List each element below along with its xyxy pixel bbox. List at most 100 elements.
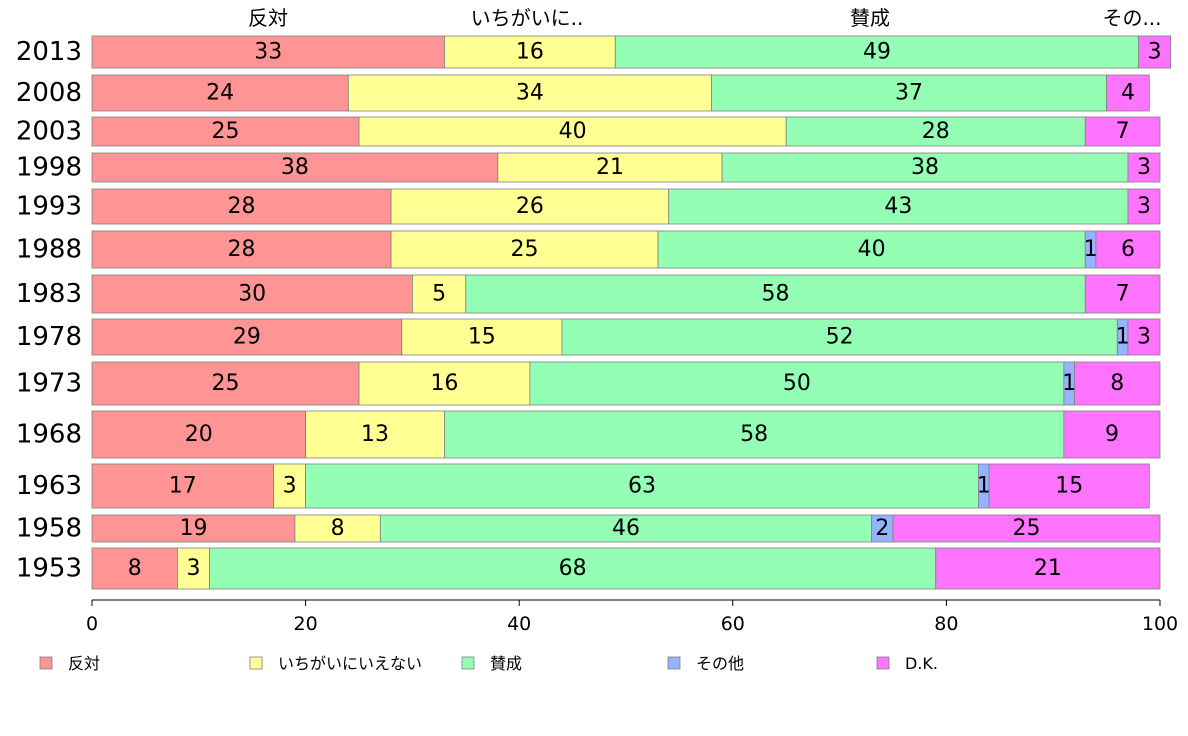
data-label-2003-4: 7	[1116, 119, 1130, 144]
data-label-2013-2: 49	[863, 40, 891, 65]
top-label-undecided: いちがいに..	[471, 6, 584, 30]
row-label-1953: 1953	[16, 554, 82, 584]
bar-segment-1993-4	[1127, 188, 1161, 225]
row-label-2003: 2003	[16, 117, 82, 147]
bar-segment-1968-2	[444, 410, 1065, 459]
data-label-1973-0: 25	[212, 371, 240, 396]
data-label-1988-3: 1	[1084, 237, 1098, 262]
row-label-1983: 1983	[16, 279, 82, 309]
legend-swatch-2	[461, 656, 475, 670]
bar-row-1988: 1988 28 25 40 1 6	[16, 230, 1161, 269]
data-label-1963-1: 3	[283, 474, 297, 499]
bar-segment-1978-4	[1127, 318, 1161, 356]
bar-segment-1953-0	[91, 547, 178, 590]
x-tick-label-80: 80	[934, 613, 958, 635]
bar-segment-1978-0	[91, 318, 403, 356]
data-label-1993-1: 26	[516, 194, 544, 219]
bar-segment-1968-4	[1063, 410, 1161, 459]
data-label-1958-3: 2	[875, 516, 889, 541]
data-label-1998-4: 3	[1137, 155, 1151, 180]
bar-segment-2008-1	[347, 74, 712, 112]
legend-swatch-3	[667, 656, 681, 670]
data-label-1963-3: 1	[977, 474, 991, 499]
data-label-1978-1: 15	[468, 325, 496, 350]
data-label-1998-0: 38	[281, 155, 309, 180]
bar-segment-1988-4	[1095, 230, 1161, 269]
x-tick-label-100: 100	[1142, 613, 1178, 635]
data-label-2013-0: 33	[254, 40, 282, 65]
bar-segment-1978-2	[561, 318, 1118, 356]
data-label-1968-0: 20	[185, 422, 213, 447]
bar-segment-1998-1	[497, 152, 723, 183]
bar-segment-1998-0	[91, 152, 499, 183]
data-label-1988-1: 25	[511, 237, 539, 262]
legend-label-4: D.K.	[905, 654, 938, 673]
data-label-1958-2: 46	[612, 516, 640, 541]
legend-label-1: いちがいにいえない	[278, 654, 422, 673]
top-label-approve: 賛成	[850, 6, 890, 30]
bar-segment-1993-1	[390, 188, 670, 225]
bar-segment-1963-1	[273, 463, 306, 509]
bar-segment-1988-2	[657, 230, 1086, 269]
data-label-1983-1: 5	[432, 282, 446, 307]
bar-row-2013: 2013 33 16 49 3	[16, 35, 1172, 69]
bar-segment-1983-4	[1084, 274, 1161, 314]
bar-segment-1983-0	[91, 274, 413, 314]
bar-segment-1973-0	[91, 361, 360, 406]
data-label-2003-2: 28	[922, 119, 950, 144]
row-label-1963: 1963	[16, 471, 82, 501]
bar-segment-1953-1	[177, 547, 210, 590]
bar-row-1958: 1958 19 8 46 2 25	[16, 514, 1161, 544]
bar-row-2008: 2008 24 34 37 4	[16, 74, 1150, 112]
bar-row-2003: 2003 25 40 28 7	[16, 116, 1161, 147]
data-label-1958-1: 8	[331, 516, 345, 541]
bar-segment-2013-0	[91, 35, 445, 69]
data-label-2013-4: 3	[1148, 40, 1162, 65]
bar-row-1963: 1963 17 3 63 1 15	[16, 463, 1150, 509]
bar-segment-1983-2	[465, 274, 1086, 314]
legend-label-2: 賛成	[490, 654, 522, 673]
bar-segment-1993-0	[91, 188, 392, 225]
data-label-1988-0: 28	[228, 237, 256, 262]
row-label-1988: 1988	[16, 235, 82, 265]
data-label-1968-2: 58	[740, 422, 768, 447]
bar-segment-1978-1	[401, 318, 563, 356]
data-label-1953-4: 21	[1034, 556, 1062, 581]
x-axis: 0 20 40 60 80 100	[86, 599, 1178, 635]
bar-segment-2008-4	[1106, 74, 1150, 112]
legend-swatch-0	[39, 656, 53, 670]
data-label-1993-0: 28	[228, 194, 256, 219]
data-label-1953-1: 3	[186, 556, 200, 581]
bar-segment-2008-0	[91, 74, 349, 112]
data-label-1988-4: 6	[1121, 237, 1135, 262]
data-label-1973-3: 1	[1062, 371, 1076, 396]
x-tick-label-40: 40	[507, 613, 531, 635]
bar-row-1973: 1973 25 16 50 1 8	[16, 361, 1161, 406]
data-label-1983-0: 30	[238, 282, 266, 307]
bar-segment-2013-1	[444, 35, 616, 69]
data-label-2008-1: 34	[516, 81, 544, 106]
row-label-1958: 1958	[16, 514, 82, 544]
legend-swatch-1	[249, 656, 263, 670]
data-label-1953-2: 68	[559, 556, 587, 581]
top-label-other: その...	[1102, 6, 1161, 30]
x-tick-label-60: 60	[721, 613, 745, 635]
bar-segment-1988-1	[390, 230, 659, 269]
row-label-2008: 2008	[16, 78, 82, 108]
bar-segment-1953-2	[209, 547, 937, 590]
data-label-2013-1: 16	[516, 40, 544, 65]
bar-row-1993: 1993 28 26 43 3	[16, 188, 1161, 225]
data-label-1958-0: 19	[179, 516, 207, 541]
bar-segment-1973-2	[529, 361, 1065, 406]
data-label-1978-0: 29	[233, 325, 261, 350]
bar-segment-1993-2	[668, 188, 1129, 225]
bar-row-1983: 1983 30 5 58 7	[16, 274, 1161, 314]
legend-label-0: 反対	[68, 654, 100, 673]
data-label-1998-1: 21	[596, 155, 624, 180]
bar-segment-2003-1	[358, 116, 787, 147]
data-label-1993-2: 43	[884, 194, 912, 219]
data-label-1963-0: 17	[169, 474, 197, 499]
data-label-1973-4: 8	[1110, 371, 1124, 396]
bar-segment-1958-2	[379, 514, 873, 543]
